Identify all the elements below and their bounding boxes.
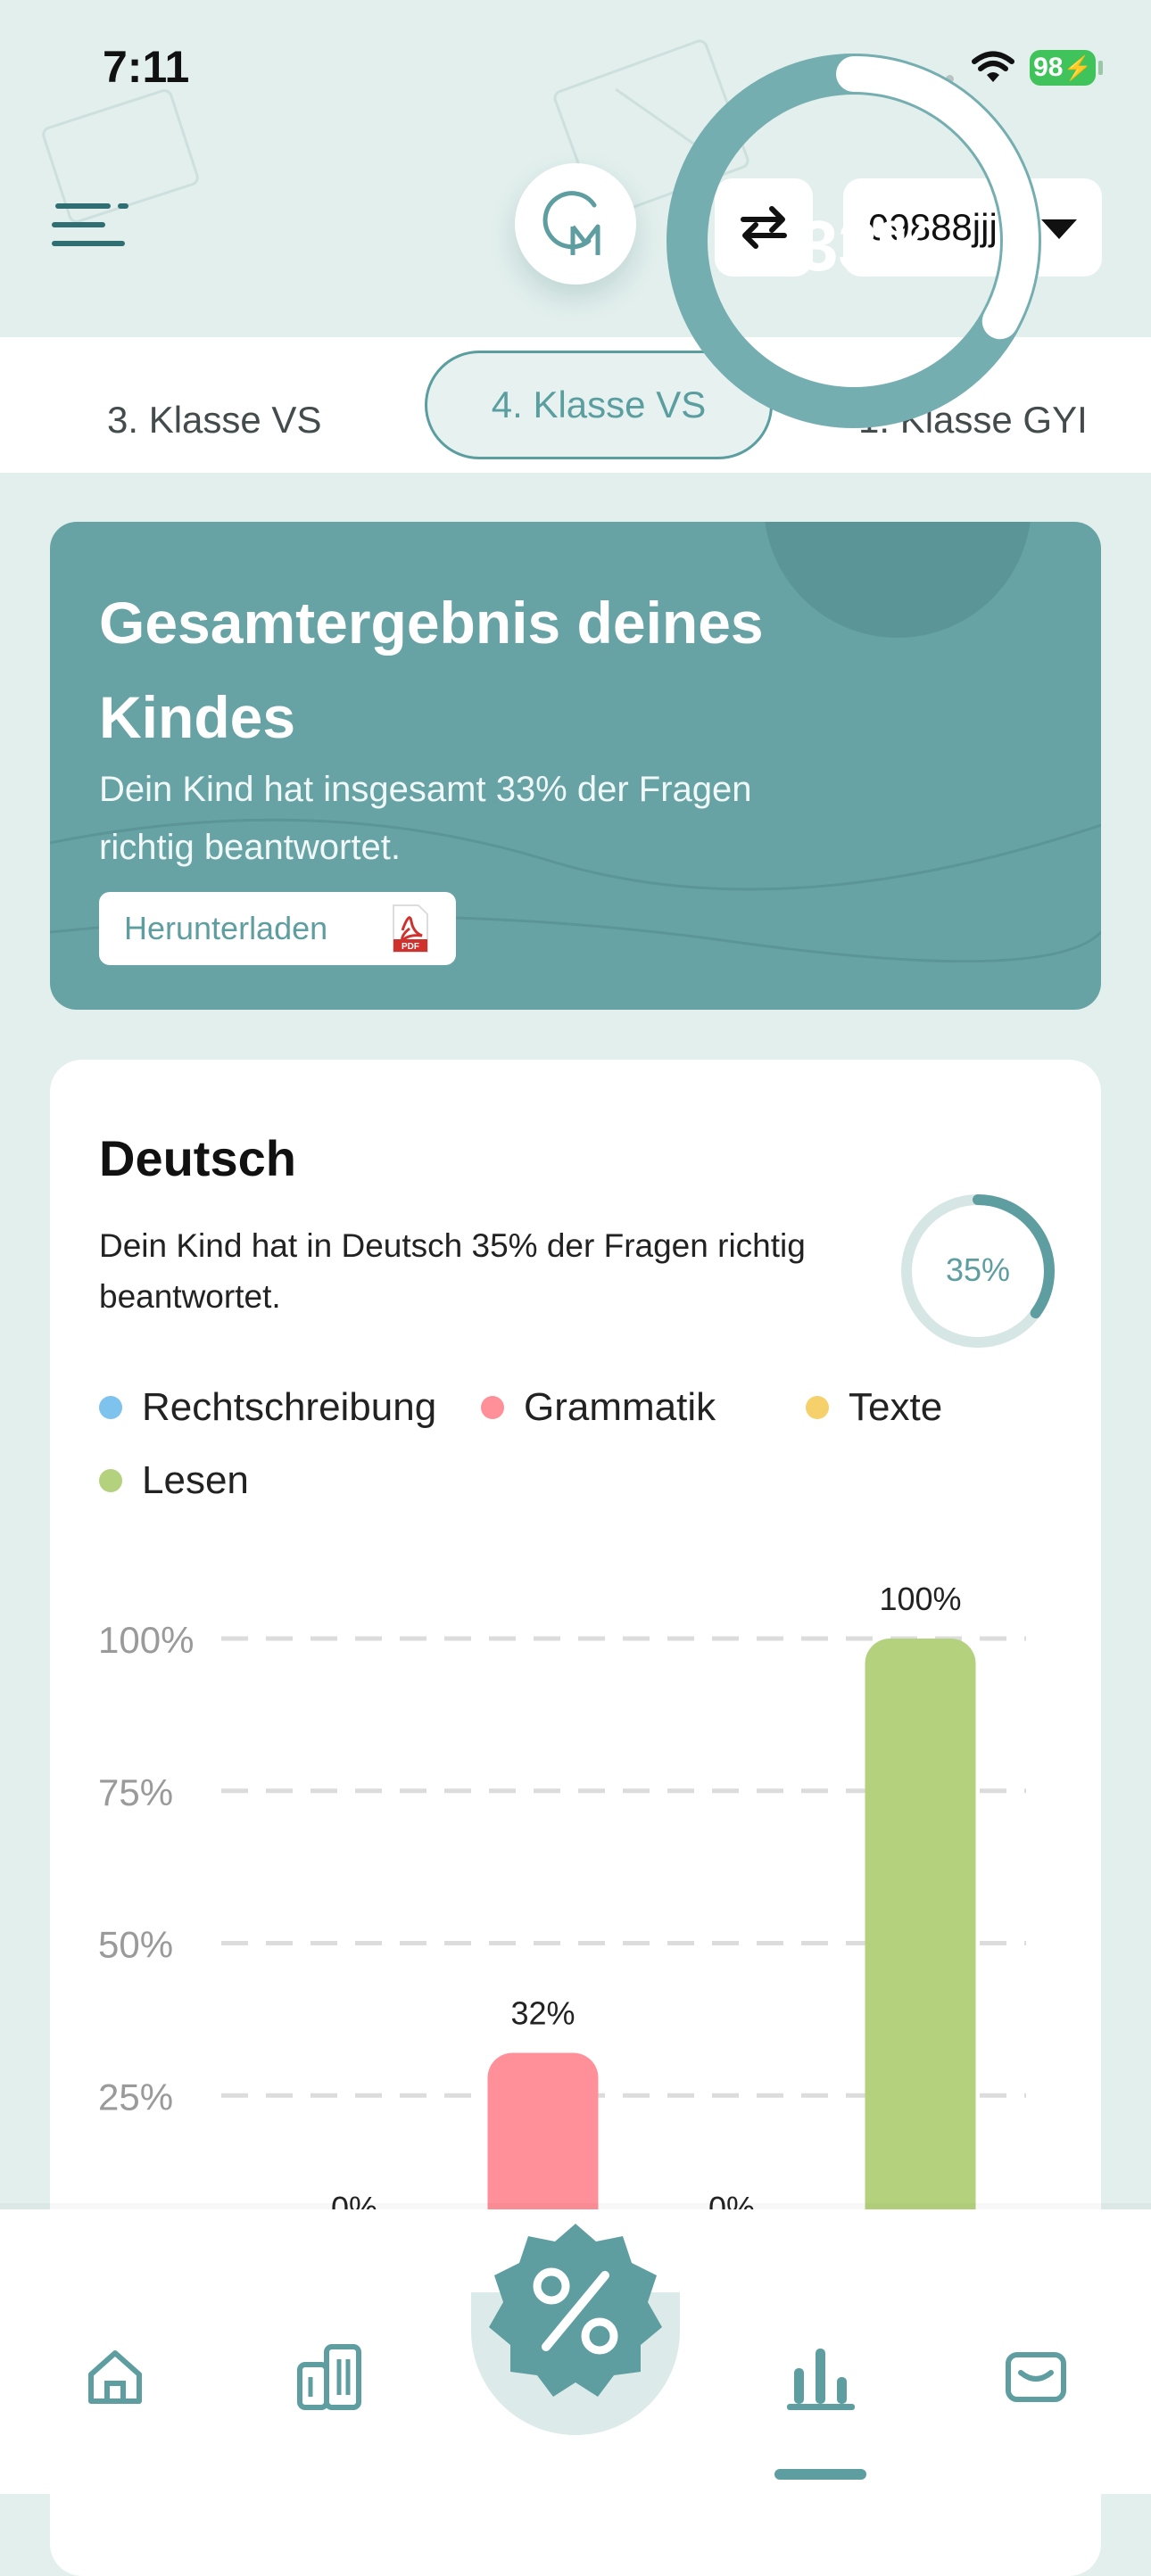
overall-result-title: Gesamtergebnis deines Kindes: [99, 590, 764, 750]
switch-child-button[interactable]: [715, 178, 813, 277]
nav-home[interactable]: [75, 2337, 155, 2417]
download-label: Herunterladen: [124, 910, 328, 946]
legend-dot: [99, 1469, 122, 1492]
chevron-down-icon: [1041, 219, 1077, 239]
user-select-dropdown[interactable]: 09888jjj: [843, 178, 1102, 277]
overall-percent-label: 33%: [798, 206, 942, 285]
status-time: 7:11: [103, 42, 190, 92]
wifi-icon: [972, 51, 1014, 82]
subject-percent-label: 35%: [945, 1251, 1011, 1288]
bar-chart-icon: [787, 2349, 855, 2410]
home-icon: [88, 2350, 142, 2404]
download-pdf-button[interactable]: Herunterladen PDF: [99, 892, 456, 965]
logo-icon: [542, 191, 600, 255]
battery-cap: [1098, 61, 1103, 75]
legend-label: Grammatik: [524, 1385, 716, 1429]
overall-result-description: Dein Kind hat insgesamt 33% der Fragen r…: [99, 770, 752, 867]
svg-text:PDF: PDF: [402, 942, 419, 952]
swap-arrows-icon: [741, 206, 787, 249]
legend-label: Texte: [849, 1385, 943, 1429]
tab-4-klasse-vs[interactable]: 4. Klasse VS: [425, 351, 773, 459]
legend-item-lesen: Lesen: [99, 1458, 249, 1503]
menu-button[interactable]: [52, 198, 132, 252]
legend-item-texte: Texte: [806, 1385, 942, 1430]
menu-line: [52, 222, 105, 227]
active-nav-indicator: [774, 2469, 866, 2480]
mail-icon: [1006, 2352, 1066, 2402]
nav-statistics[interactable]: [781, 2337, 861, 2417]
subject-description: Dein Kind hat in Deutsch 35% der Fragen …: [99, 1227, 806, 1315]
legend-dot: [99, 1396, 122, 1419]
selected-user-name: 09888jjj: [868, 206, 998, 248]
nav-schools[interactable]: [290, 2337, 370, 2417]
legend-label: Lesen: [142, 1458, 249, 1502]
app-logo[interactable]: [515, 163, 636, 285]
tab-3-klasse-vs[interactable]: 3. Klasse VS: [107, 399, 322, 441]
nav-messages[interactable]: [996, 2337, 1076, 2417]
percent-badge-icon[interactable]: [482, 2217, 669, 2404]
menu-line: [55, 203, 111, 209]
battery-icon: 98 ⚡: [1030, 50, 1096, 86]
overall-progress-ring: [667, 54, 1041, 428]
menu-line: [52, 241, 125, 246]
buildings-icon: [297, 2344, 361, 2410]
pdf-icon: PDF: [393, 904, 428, 953]
legend-item-grammatik: Grammatik: [481, 1385, 716, 1430]
menu-dot: [118, 203, 128, 209]
subject-progress-ring: [901, 1194, 1055, 1348]
overall-result-card: Gesamtergebnis deines Kindes Dein Kind h…: [50, 522, 1101, 1010]
battery-level: 98: [1033, 53, 1064, 82]
legend-dot: [806, 1396, 829, 1419]
legend-dot: [481, 1396, 504, 1419]
legend-item-rechtschreibung: Rechtschreibung: [99, 1385, 436, 1430]
subject-title: Deutsch: [99, 1130, 296, 1186]
legend-label: Rechtschreibung: [142, 1385, 437, 1429]
